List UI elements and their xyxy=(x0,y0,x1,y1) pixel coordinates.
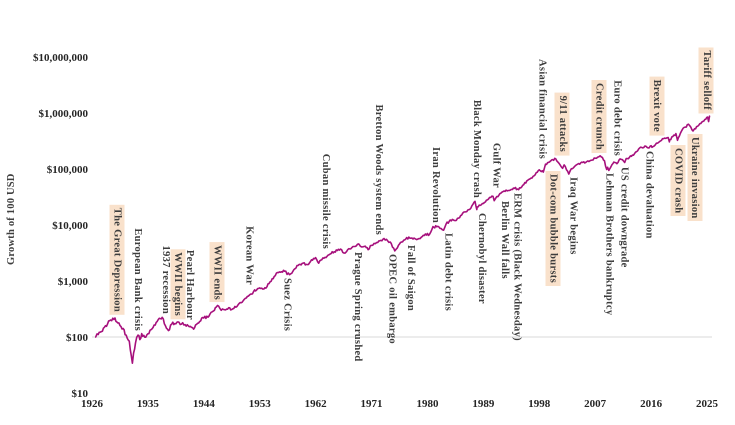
x-tick-label: 1944 xyxy=(193,398,216,410)
y-tick-label: $10,000,000 xyxy=(33,52,89,64)
y-tick-label: $1,000 xyxy=(58,276,89,288)
x-tick-label: 1962 xyxy=(305,398,328,410)
price-line xyxy=(94,115,711,365)
x-tick-label: 1971 xyxy=(361,398,383,410)
x-tick-label: 1926 xyxy=(81,398,104,410)
y-tick-label: $100 xyxy=(66,332,89,344)
y-tick-label: $100,000 xyxy=(47,164,89,176)
x-tick-label: 2025 xyxy=(696,398,719,410)
x-tick-label: 1935 xyxy=(137,398,160,410)
y-tick-label: $10,000 xyxy=(52,220,88,232)
x-tick-label: 2007 xyxy=(584,398,607,410)
x-tick-label: 1980 xyxy=(416,398,439,410)
x-tick-label: 1989 xyxy=(472,398,495,410)
y-tick-label: $1,000,000 xyxy=(39,108,89,120)
x-tick-label: 1953 xyxy=(249,398,272,410)
y-tick-label: $10 xyxy=(72,388,89,400)
x-tick-label: 2016 xyxy=(640,398,663,410)
x-tick-label: 1998 xyxy=(528,398,551,410)
